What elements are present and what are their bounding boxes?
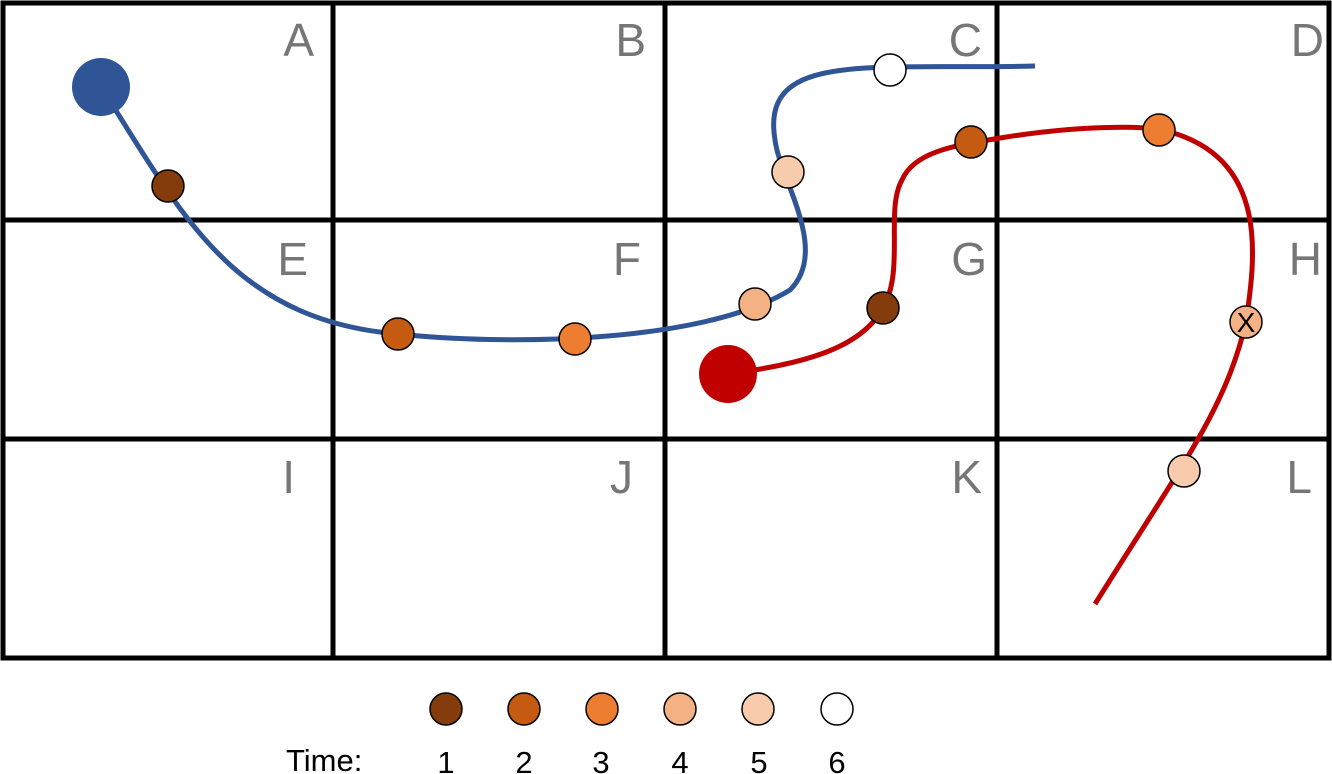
legend-swatch-5 xyxy=(741,692,775,726)
red-path xyxy=(727,124,1255,606)
cell-label-a: A xyxy=(283,14,314,66)
cell-label-b: B xyxy=(615,14,646,66)
legend-label-6: 6 xyxy=(828,745,845,774)
x-mark-label: X xyxy=(1237,307,1256,338)
blue-start-marker xyxy=(72,58,130,116)
red-start-marker xyxy=(699,345,757,403)
cell-label-l: L xyxy=(1286,451,1312,503)
cell-label-c: C xyxy=(949,14,982,66)
cell-label-g: G xyxy=(951,233,987,285)
red-time-2-marker xyxy=(954,125,988,159)
blue-time-5-marker xyxy=(771,155,805,189)
legend-swatch-4 xyxy=(663,692,697,726)
cell-label-d: D xyxy=(1291,14,1324,66)
legend-label-2: 2 xyxy=(515,745,532,774)
cell-label-i: I xyxy=(282,451,295,503)
legend-label-5: 5 xyxy=(750,745,767,774)
blue-time-2-marker xyxy=(381,317,415,351)
blue-time-1-marker xyxy=(151,169,185,203)
blue-time-4-marker xyxy=(738,287,772,321)
legend-label-1: 1 xyxy=(437,745,454,774)
cell-label-f: F xyxy=(613,233,641,285)
blue-time-6-marker xyxy=(873,53,907,87)
cell-label-k: K xyxy=(951,451,982,503)
red-time-1-marker xyxy=(866,291,900,325)
blue-time-markers xyxy=(151,53,907,356)
legend-swatch-3 xyxy=(585,692,619,726)
legend-label-4: 4 xyxy=(671,745,688,774)
cell-label-h: H xyxy=(1289,233,1322,285)
red-time-3-marker xyxy=(1142,113,1176,147)
legend-label-3: 3 xyxy=(592,745,609,774)
legend-title: Time: xyxy=(286,743,362,774)
legend-swatch-2 xyxy=(507,692,541,726)
grid xyxy=(0,0,1332,661)
cell-label-e: E xyxy=(277,233,308,285)
red-time-4-marker xyxy=(1229,305,1263,339)
legend-swatch-1 xyxy=(429,692,463,726)
cell-labels: A B C D E F G H I J K L xyxy=(277,14,1324,503)
blue-time-3-marker xyxy=(558,322,592,356)
red-time-markers xyxy=(866,113,1263,488)
cell-label-j: J xyxy=(610,451,633,503)
time-legend: Time: 1 2 3 4 5 6 xyxy=(286,692,854,774)
legend-swatch-6 xyxy=(820,692,854,726)
red-time-5-marker xyxy=(1167,454,1201,488)
